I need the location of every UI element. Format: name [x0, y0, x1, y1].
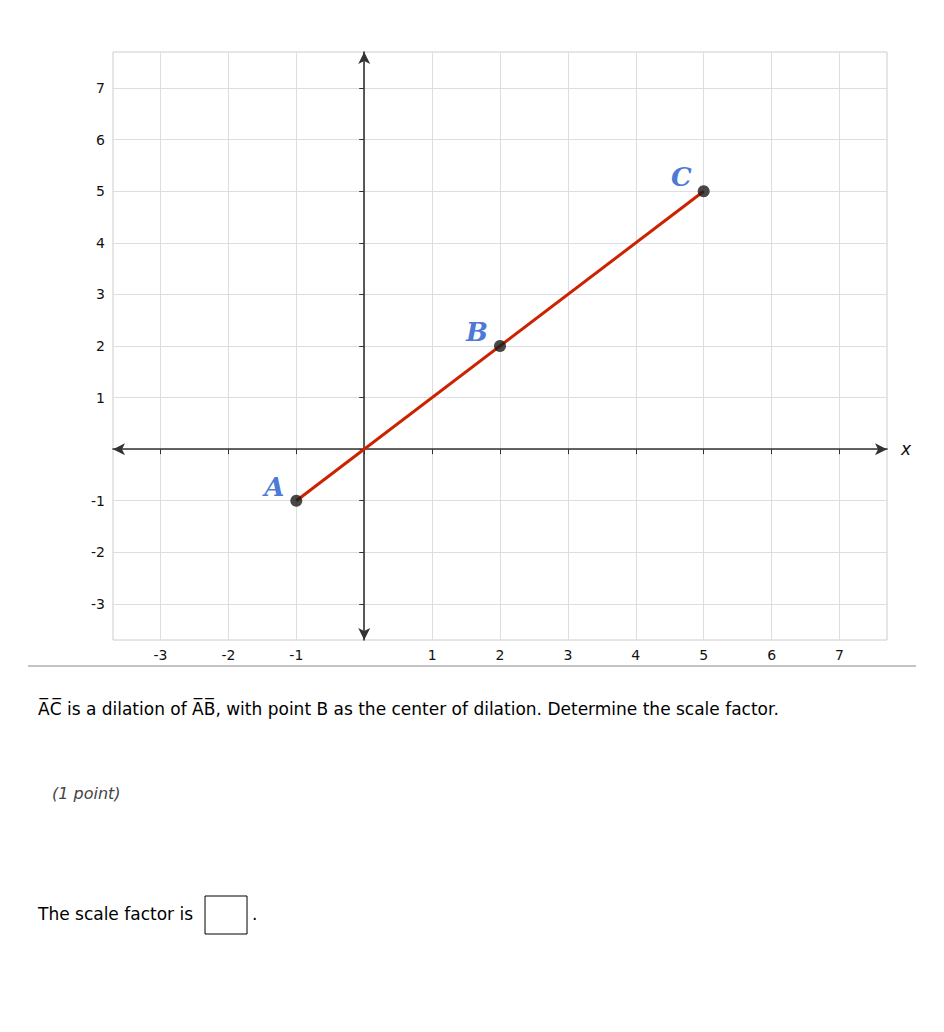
svg-text:A: A: [261, 472, 284, 502]
svg-text:B: B: [465, 317, 488, 347]
svg-text:6: 6: [767, 647, 776, 663]
svg-text:5: 5: [96, 183, 105, 199]
svg-text:6: 6: [96, 132, 105, 148]
svg-text:-2: -2: [221, 647, 235, 663]
svg-text:-2: -2: [91, 544, 105, 560]
svg-text:7: 7: [835, 647, 844, 663]
svg-text:1: 1: [428, 647, 437, 663]
svg-text:3: 3: [563, 647, 572, 663]
svg-text:2: 2: [96, 338, 105, 354]
svg-text:x: x: [900, 439, 912, 459]
svg-text:5: 5: [699, 647, 708, 663]
svg-text:-1: -1: [91, 493, 105, 509]
svg-text:The scale factor is: The scale factor is: [37, 904, 193, 924]
svg-text:-3: -3: [91, 596, 105, 612]
svg-text:7: 7: [96, 80, 105, 96]
svg-text:3: 3: [96, 286, 105, 302]
svg-text:A̅C̅ is a dilation of A̅B̅, wi: A̅C̅ is a dilation of A̅B̅, with point B…: [38, 697, 779, 718]
svg-text:-3: -3: [154, 647, 168, 663]
svg-text:4: 4: [631, 647, 640, 663]
svg-text:2: 2: [496, 647, 505, 663]
svg-text:(1 point): (1 point): [52, 784, 121, 803]
svg-text:-1: -1: [289, 647, 303, 663]
svg-text:4: 4: [96, 235, 105, 251]
svg-text:C: C: [671, 162, 692, 192]
svg-text:.: .: [252, 904, 257, 924]
svg-text:1: 1: [96, 390, 105, 406]
